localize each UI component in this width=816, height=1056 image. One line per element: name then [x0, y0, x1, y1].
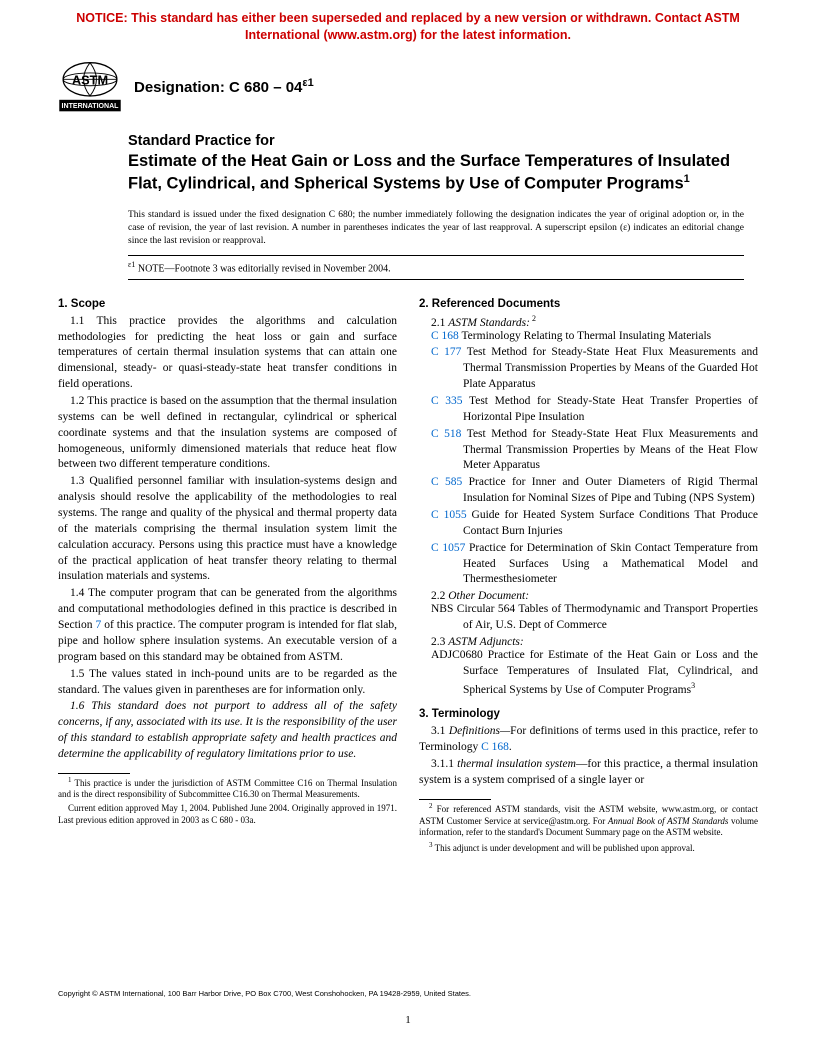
para-3-1: 3.1 Definitions—For definitions of terms…	[419, 724, 758, 756]
para-1-4: 1.4 The computer program that can be gen…	[58, 586, 397, 665]
title-block: Standard Practice for Estimate of the He…	[0, 114, 816, 195]
ref-adj: ADJC0680 Practice for Estimate of the He…	[419, 648, 758, 698]
epsilon-note: ε1 NOTE—Footnote 3 was editorially revis…	[0, 256, 816, 274]
notice-banner: NOTICE: This standard has either been su…	[0, 0, 816, 50]
content-columns: 1. Scope 1.1 This practice provides the …	[0, 280, 816, 855]
para-1-6: 1.6 This standard does not purport to ad…	[58, 699, 397, 762]
svg-text:INTERNATIONAL: INTERNATIONAL	[62, 103, 120, 110]
footnote-1: 1 This practice is under the jurisdictio…	[58, 776, 397, 801]
footnote-rule	[58, 773, 130, 774]
footnote-1b: Current edition approved May 1, 2004. Pu…	[58, 803, 397, 826]
sub-2-2: 2.2 Other Document:	[419, 590, 758, 602]
ref-c518: C 518 Test Method for Steady-State Heat …	[419, 427, 758, 475]
para-1-1: 1.1 This practice provides the algorithm…	[58, 314, 397, 393]
right-column: 2. Referenced Documents 2.1 ASTM Standar…	[419, 298, 758, 855]
sub-2-3: 2.3 ASTM Adjuncts:	[419, 636, 758, 648]
section-1-head: 1. Scope	[58, 298, 397, 310]
footnote-2: 2 For referenced ASTM standards, visit t…	[419, 802, 758, 839]
footnote-rule	[419, 799, 491, 800]
copyright: Copyright © ASTM International, 100 Barr…	[58, 989, 471, 998]
para-1-2: 1.2 This practice is based on the assump…	[58, 394, 397, 473]
ref-c168: C 168 Terminology Relating to Thermal In…	[419, 329, 758, 345]
designation: Designation: C 680 – 04ε1	[134, 77, 314, 96]
header: ASTM INTERNATIONAL Designation: C 680 – …	[0, 50, 816, 114]
para-3-1-1: 3.1.1 thermal insulation system—for this…	[419, 757, 758, 789]
issuance-note: This standard is issued under the fixed …	[0, 195, 816, 247]
svg-text:ASTM: ASTM	[72, 72, 108, 87]
astm-logo: ASTM INTERNATIONAL	[58, 60, 122, 114]
page-number: 1	[0, 1014, 816, 1026]
sub-2-1: 2.1 ASTM Standards: 2	[419, 314, 758, 329]
section-3-head: 3. Terminology	[419, 708, 758, 720]
para-1-5: 1.5 The values stated in inch-pound unit…	[58, 667, 397, 699]
ref-c177: C 177 Test Method for Steady-State Heat …	[419, 345, 758, 393]
title-main: Estimate of the Heat Gain or Loss and th…	[128, 151, 746, 195]
ref-nbs: NBS Circular 564 Tables of Thermodynamic…	[419, 602, 758, 634]
ref-c1055: C 1055 Guide for Heated System Surface C…	[419, 508, 758, 540]
section-2-head: 2. Referenced Documents	[419, 298, 758, 310]
para-1-3: 1.3 Qualified personnel familiar with in…	[58, 474, 397, 585]
ref-c335: C 335 Test Method for Steady-State Heat …	[419, 394, 758, 426]
left-column: 1. Scope 1.1 This practice provides the …	[58, 298, 397, 855]
ref-c1057: C 1057 Practice for Determination of Ski…	[419, 541, 758, 589]
ref-c585: C 585 Practice for Inner and Outer Diame…	[419, 475, 758, 507]
title-prefix: Standard Practice for	[128, 132, 746, 151]
footnote-3: 3 This adjunct is under development and …	[419, 841, 758, 855]
